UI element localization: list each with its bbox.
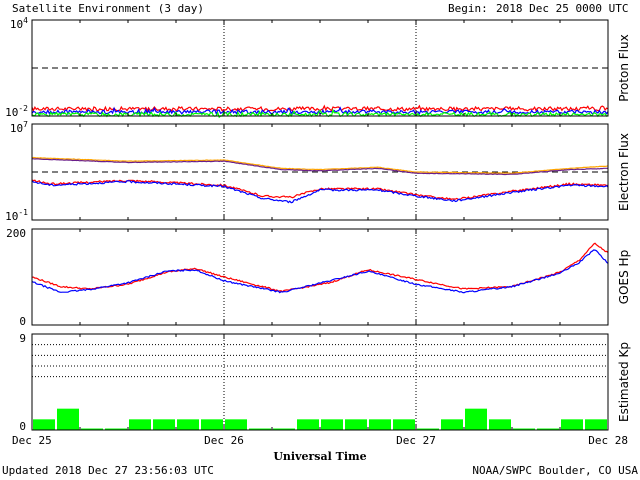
y-axis-label-kp: Estimated Kp — [617, 342, 631, 422]
kp-bar — [105, 428, 127, 430]
kp-bar — [393, 419, 415, 430]
y-tick-label-bottom: 10-2 — [5, 104, 28, 119]
kp-bar — [417, 428, 439, 430]
begin-label: Begin: — [448, 2, 488, 15]
y-tick-label-top: 104 — [10, 16, 28, 31]
kp-bar — [297, 419, 319, 430]
panel-hp: 200 0 GOES Hp — [6, 227, 631, 328]
series-blue-line — [31, 249, 609, 294]
y-axis-label-electron: Electron Flux — [617, 133, 631, 211]
kp-bar — [81, 428, 103, 430]
y-tick-label-top: 200 — [6, 227, 26, 240]
x-tick-label: Dec 27 — [396, 434, 436, 447]
panel-frame — [31, 333, 609, 431]
kp-bar — [489, 419, 511, 430]
series-purple-line — [32, 158, 608, 176]
kp-bar — [33, 419, 55, 430]
y-axis-label-hp: GOES Hp — [617, 250, 631, 304]
panel-electron: 107 10-1 Electron Flux — [5, 120, 631, 223]
kp-bar — [537, 428, 559, 430]
kp-bar — [177, 419, 199, 430]
kp-bar — [249, 428, 271, 430]
kp-bar — [321, 419, 343, 430]
x-tick-label: Dec 25 — [12, 434, 52, 447]
y-tick-label-top: 107 — [10, 120, 28, 135]
credit-text: NOAA/SWPC Boulder, CO USA — [472, 464, 638, 477]
series-orange-line — [31, 156, 609, 175]
y-tick-label-bottom: 0 — [19, 315, 26, 328]
begin-value: 2018 Dec 25 0000 UTC — [496, 2, 628, 15]
panel-frame — [31, 228, 609, 326]
kp-bar — [345, 419, 367, 430]
kp-bar — [585, 419, 607, 430]
x-tick-label: Dec 26 — [204, 434, 244, 447]
series-blue-line — [31, 180, 609, 204]
kp-bar — [441, 419, 463, 430]
kp-bar — [561, 419, 583, 430]
y-axis-label-proton: Proton Flux — [617, 34, 631, 101]
panel-frame — [31, 19, 609, 117]
kp-bar — [225, 419, 247, 430]
kp-bar — [369, 419, 391, 430]
x-axis-title: Universal Time — [273, 450, 366, 463]
kp-bar — [57, 408, 79, 430]
kp-bar — [153, 419, 175, 430]
panel-proton: 104 10-2 Proton Flux — [5, 16, 631, 119]
y-tick-label-top: 9 — [19, 332, 26, 345]
plot-area: 104 10-2 Proton Flux 107 10-1 Electron Flux 20… — [5, 16, 631, 447]
kp-bar — [201, 419, 223, 430]
y-tick-label-bottom: 0 — [19, 420, 26, 433]
kp-bar — [273, 428, 295, 430]
kp-bar — [465, 408, 487, 430]
chart-title: Satellite Environment (3 day) — [12, 2, 204, 15]
x-tick-label: Dec 28 — [588, 434, 628, 447]
kp-bar — [513, 428, 535, 430]
panel-kp: 9 0 Estimated Kp — [19, 332, 631, 433]
updated-text: Updated 2018 Dec 27 23:56:03 UTC — [2, 464, 214, 477]
kp-bar — [129, 419, 151, 430]
y-tick-label-bottom: 10-1 — [5, 208, 28, 223]
